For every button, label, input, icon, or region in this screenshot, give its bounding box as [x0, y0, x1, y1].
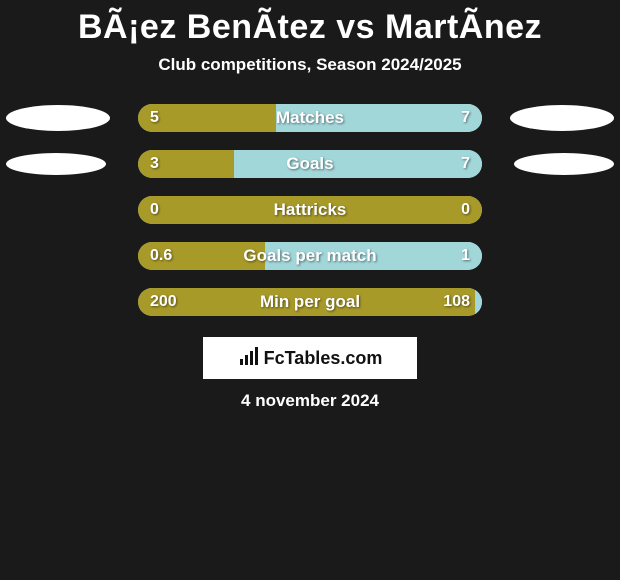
metric-value-right: 7 [461, 109, 470, 127]
bar-segment-left [138, 196, 482, 224]
page-subtitle: Club competitions, Season 2024/2025 [0, 55, 620, 75]
metric-value-right: 108 [443, 293, 470, 311]
metric-bar: Hattricks [138, 196, 482, 224]
metric-value-left: 200 [150, 293, 177, 311]
metric-row: Hattricks0 0 [0, 187, 620, 233]
metric-bar: Goals per match [138, 242, 482, 270]
footer-date: 4 november 2024 [0, 391, 620, 411]
brand-text: FcTables.com [264, 348, 383, 369]
brand-chart-icon [238, 345, 260, 372]
page-title: BÃ¡ez BenÃ­tez vs MartÃ­nez [0, 0, 620, 47]
metric-value-right: 0 [461, 201, 470, 219]
metric-row: Goals3 7 [0, 141, 620, 187]
player-ellipse-left [6, 105, 110, 131]
player-ellipse-right [510, 105, 614, 131]
bar-segment-right [234, 150, 482, 178]
metric-value-left: 3 [150, 155, 159, 173]
player-ellipse-left [6, 153, 106, 175]
metric-bar: Matches [138, 104, 482, 132]
bar-segment-right [265, 242, 482, 270]
metric-row: Matches5 7 [0, 95, 620, 141]
metric-value-left: 0.6 [150, 247, 172, 265]
bar-segment-right [475, 288, 482, 316]
metric-bar: Goals [138, 150, 482, 178]
metric-value-left: 5 [150, 109, 159, 127]
metric-value-right: 1 [461, 247, 470, 265]
player-ellipse-right [514, 153, 614, 175]
metric-value-right: 7 [461, 155, 470, 173]
metric-value-left: 0 [150, 201, 159, 219]
bar-segment-right [276, 104, 482, 132]
metric-row: Goals per match0.6 1 [0, 233, 620, 279]
brand-box: FcTables.com [203, 337, 417, 379]
comparison-chart: Matches57Goals37Hattricks00Goals per mat… [0, 95, 620, 325]
metric-bar: Min per goal [138, 288, 482, 316]
bar-segment-left [138, 288, 475, 316]
metric-row: Min per goal200 108 [0, 279, 620, 325]
